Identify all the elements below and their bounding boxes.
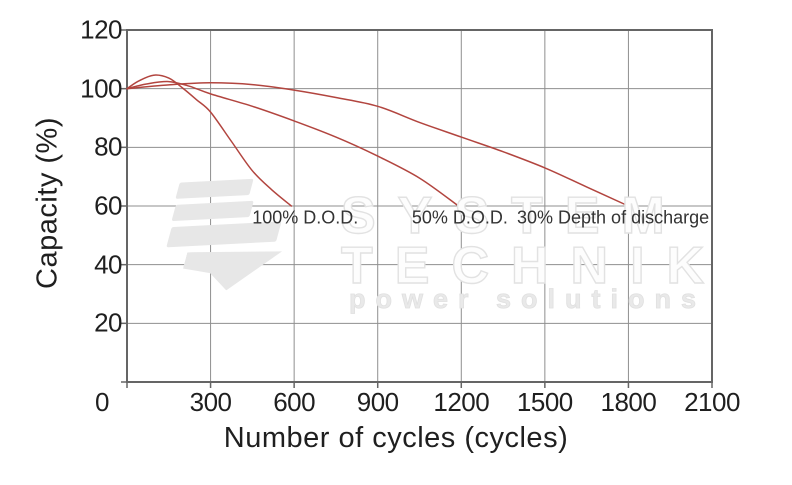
x-tick-label-1800: 1800 bbox=[600, 387, 657, 417]
x-tick-label-0: 0 bbox=[95, 387, 109, 417]
curve-30-depth-of-discharge bbox=[126, 82, 630, 207]
curve-50-d-o-d- bbox=[126, 80, 460, 207]
x-tick-label-900: 900 bbox=[356, 387, 399, 417]
series-label-100-d-o-d-: 100% D.O.D. bbox=[252, 207, 359, 228]
x-tick-label-300: 300 bbox=[189, 387, 232, 417]
x-tick-label-600: 600 bbox=[273, 387, 316, 417]
x-tick-label-1500: 1500 bbox=[516, 387, 573, 417]
y-tick-label-60: 60 bbox=[94, 190, 122, 221]
y-tick-label-40: 40 bbox=[94, 249, 122, 280]
y-tick-label-120: 120 bbox=[80, 14, 122, 45]
plot-border bbox=[126, 29, 713, 383]
y-tick-label-100: 100 bbox=[80, 73, 122, 104]
series-label-50-d-o-d-: 50% D.O.D. bbox=[411, 207, 508, 228]
curve-100-d-o-d- bbox=[126, 74, 293, 207]
series-label-30-depth-of-discharge: 30% Depth of discharge bbox=[517, 207, 710, 228]
x-tick-label-2100: 2100 bbox=[684, 387, 740, 417]
y-tick-label-80: 80 bbox=[94, 131, 122, 162]
y-tick-label-20: 20 bbox=[94, 307, 122, 338]
x-axis-title: Number of cycles (cycles) bbox=[223, 422, 569, 454]
x-tick-label-1200: 1200 bbox=[433, 387, 490, 417]
